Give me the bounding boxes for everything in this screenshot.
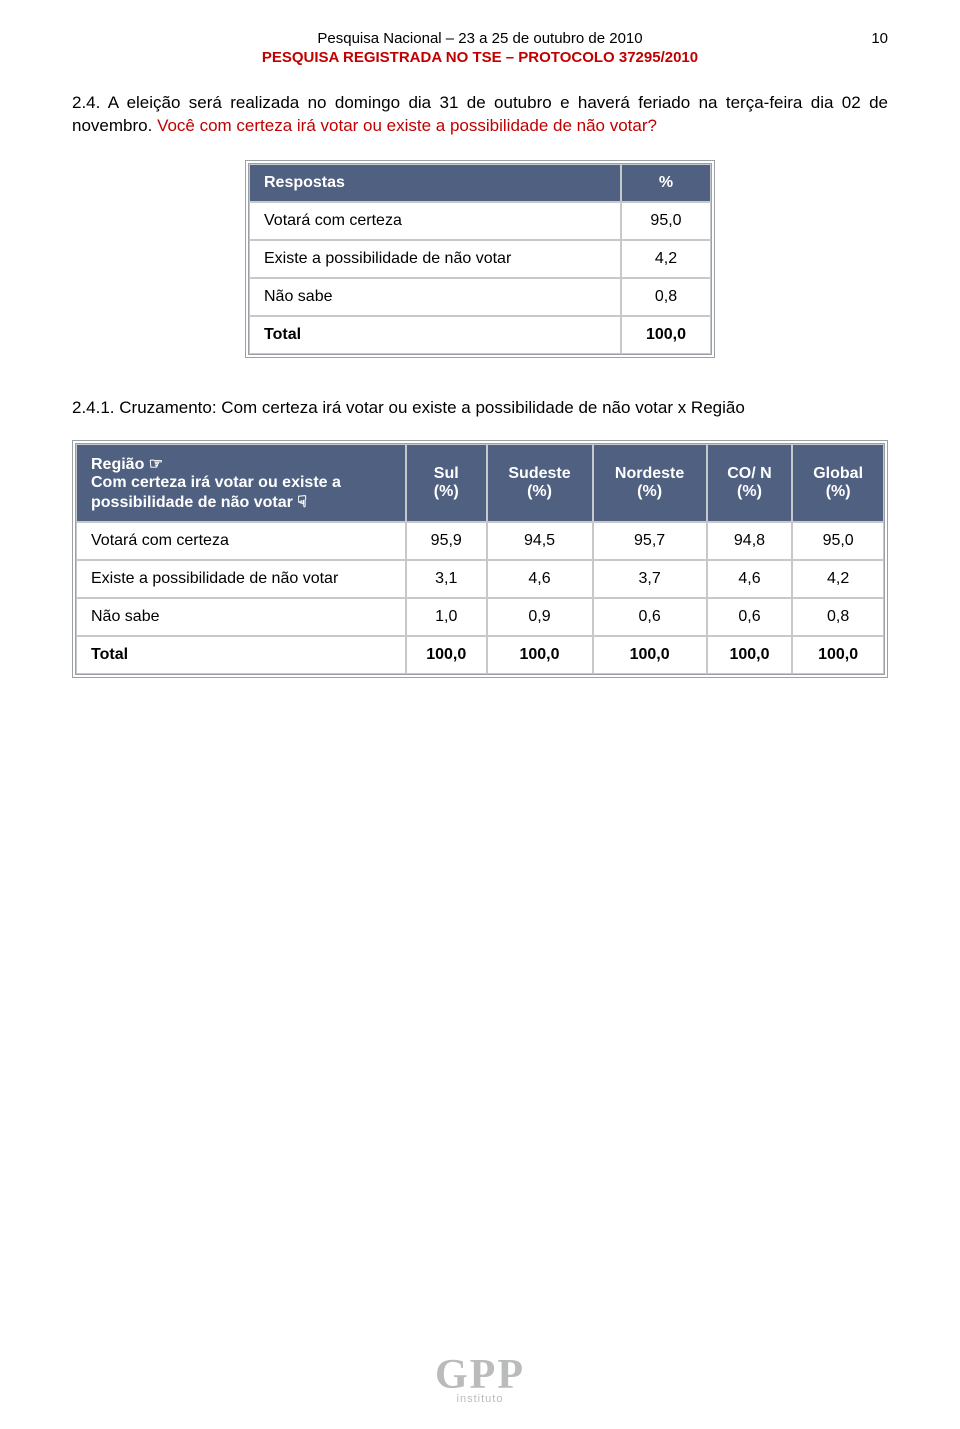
col-line2: (%): [807, 483, 869, 501]
col-line2: (%): [722, 483, 778, 501]
header-line-1: Pesquisa Nacional – 23 a 25 de outubro d…: [72, 30, 888, 47]
row-header-line1: Região ☞: [91, 454, 391, 474]
table-row-total: Total 100,0 100,0 100,0 100,0 100,0: [76, 636, 884, 674]
cell: 100,0: [487, 636, 593, 674]
cell: 95,9: [406, 522, 487, 560]
table-cruzamento-regiao: Região ☞ Com certeza irá votar ou existe…: [72, 440, 888, 678]
total-value: 100,0: [621, 316, 711, 354]
col-line1: Sul: [421, 465, 472, 483]
row-label: Existe a possibilidade de não votar: [76, 560, 406, 598]
col-header-sudeste: Sudeste (%): [487, 444, 593, 522]
page-header: 10 Pesquisa Nacional – 23 a 25 de outubr…: [72, 30, 888, 66]
row-value: 0,8: [621, 278, 711, 316]
col-header-global: Global (%): [792, 444, 884, 522]
table-row-total: Total 100,0: [249, 316, 711, 354]
row-value: 95,0: [621, 202, 711, 240]
row-label: Não sabe: [249, 278, 621, 316]
header-line-2: PESQUISA REGISTRADA NO TSE – PROTOCOLO 3…: [72, 49, 888, 66]
table-row: Existe a possibilidade de não votar 3,1 …: [76, 560, 884, 598]
cell: 1,0: [406, 598, 487, 636]
footer-logo: GPP instituto: [435, 1351, 525, 1405]
cell: 100,0: [593, 636, 707, 674]
cell: 95,7: [593, 522, 707, 560]
row-label: Existe a possibilidade de não votar: [249, 240, 621, 278]
table-row: Não sabe 0,8: [249, 278, 711, 316]
cell: 4,6: [707, 560, 793, 598]
cell: 100,0: [406, 636, 487, 674]
table-row: Votará com certeza 95,0: [249, 202, 711, 240]
cell: 3,7: [593, 560, 707, 598]
total-label: Total: [76, 636, 406, 674]
row-label: Votará com certeza: [76, 522, 406, 560]
table-respostas: Respostas % Votará com certeza 95,0 Exis…: [245, 160, 715, 358]
cell: 4,2: [792, 560, 884, 598]
row-label: Não sabe: [76, 598, 406, 636]
cell: 0,6: [593, 598, 707, 636]
cell: 0,8: [792, 598, 884, 636]
cell: 0,6: [707, 598, 793, 636]
col-header-nordeste: Nordeste (%): [593, 444, 707, 522]
row-label: Votará com certeza: [249, 202, 621, 240]
cell: 94,8: [707, 522, 793, 560]
cell: 94,5: [487, 522, 593, 560]
col-line1: CO/ N: [722, 465, 778, 483]
cell: 100,0: [792, 636, 884, 674]
col-header-sul: Sul (%): [406, 444, 487, 522]
col-line2: (%): [502, 483, 578, 501]
row-value: 4,2: [621, 240, 711, 278]
row-header: Região ☞ Com certeza irá votar ou existe…: [76, 444, 406, 522]
question-number: 2.4.: [72, 93, 100, 112]
col-line1: Global: [807, 465, 869, 483]
table-row: Votará com certeza 95,9 94,5 95,7 94,8 9…: [76, 522, 884, 560]
col-header-respostas: Respostas: [249, 164, 621, 202]
col-line2: (%): [421, 483, 472, 501]
cell: 100,0: [707, 636, 793, 674]
col-header-co-n: CO/ N (%): [707, 444, 793, 522]
cell: 3,1: [406, 560, 487, 598]
col-line1: Nordeste: [608, 465, 692, 483]
col-header-percent: %: [621, 164, 711, 202]
total-label: Total: [249, 316, 621, 354]
col-line1: Sudeste: [502, 465, 578, 483]
page-number: 10: [871, 30, 888, 47]
cell: 4,6: [487, 560, 593, 598]
row-header-line2: Com certeza irá votar ou existe a: [91, 474, 391, 492]
cell: 95,0: [792, 522, 884, 560]
table-row: Existe a possibilidade de não votar 4,2: [249, 240, 711, 278]
col-line2: (%): [608, 483, 692, 501]
row-header-line3: possibilidade de não votar ☟: [91, 492, 391, 512]
cell: 0,9: [487, 598, 593, 636]
section-2-4-1-title: 2.4.1. Cruzamento: Com certeza irá votar…: [72, 398, 888, 418]
question-lead: Você com certeza irá votar ou existe a p…: [157, 116, 657, 135]
table-row: Não sabe 1,0 0,9 0,6 0,6 0,8: [76, 598, 884, 636]
logo-text: GPP: [435, 1351, 525, 1399]
question-2-4: 2.4. A eleição será realizada no domingo…: [72, 92, 888, 138]
